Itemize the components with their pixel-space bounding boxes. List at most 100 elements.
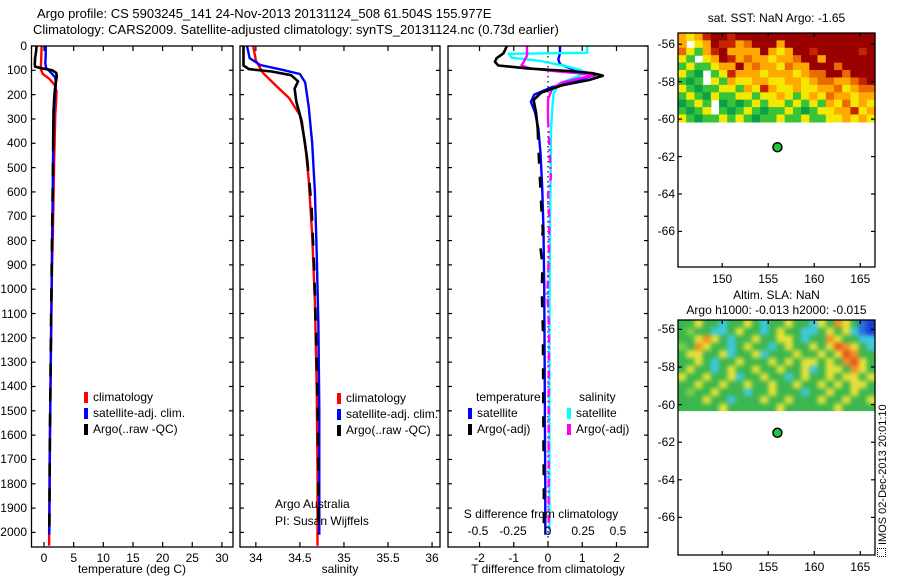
legend-label: Argo(-adj) xyxy=(477,421,531,436)
figure-title-line2: Climatology: CARS2009. Satellite-adjuste… xyxy=(33,22,559,37)
legend-title: temperature xyxy=(476,390,541,404)
sla-map-title-line2: Argo h1000: -0.013 h2000: -0.015 xyxy=(686,303,867,317)
depth-tick-label: 1600 xyxy=(0,428,27,443)
lon-tick-label: 150 xyxy=(712,272,733,286)
lat-tick-label: -64 xyxy=(657,186,675,201)
temperature_profile-axes-box xyxy=(30,45,234,548)
sst_map-axes-box xyxy=(677,32,876,268)
missing-glyph-box xyxy=(877,548,886,557)
depth-tick-label: 100 xyxy=(6,63,27,78)
legend-row-climatology: climatology xyxy=(84,389,185,405)
x-tick-label: -1 xyxy=(508,551,520,565)
temperature-legend: climatology satellite-adj. clim. Argo(..… xyxy=(84,389,185,437)
lat-tick-label: -60 xyxy=(657,112,675,127)
depth-tick-label: 0 xyxy=(20,39,27,53)
x-tick-label: 20 xyxy=(155,551,170,565)
x-tick-label: 5 xyxy=(70,551,77,565)
depth-tick-label: 800 xyxy=(6,233,27,248)
legend-label: satellite xyxy=(477,405,518,420)
s-axis-tick-label: 0 xyxy=(544,524,552,538)
imos-watermark: IMOS 02-Dec-2013 20:01:10 xyxy=(877,404,889,557)
x-tick-label: 30 xyxy=(215,551,229,565)
salinity_profile-axes-box xyxy=(239,45,441,548)
s-axis-tick-label: 0.25 xyxy=(571,524,595,538)
depth-tick-label: 1000 xyxy=(0,282,27,297)
depth-tick-label: 1700 xyxy=(0,452,27,467)
t_difference-series xyxy=(493,45,605,535)
depth-tick-label: 1500 xyxy=(0,403,27,418)
s-axis-tick-label: -0.25 xyxy=(499,524,527,538)
lat-tick-label: -62 xyxy=(657,435,675,450)
legend-row-s-satellite: satellite xyxy=(567,405,629,421)
satellite-clim-line-swatch xyxy=(337,408,341,420)
lat-tick-label: -66 xyxy=(657,224,675,239)
lon-tick-label: 165 xyxy=(850,272,871,286)
x-tick-label: 10 xyxy=(96,551,110,565)
salinity_profile-line xyxy=(242,46,309,159)
s-difference-axis-label: S difference from climatology xyxy=(463,507,619,521)
temperature-axis-label: temperature (deg C) xyxy=(77,562,187,576)
lon-tick-label: 165 xyxy=(850,560,871,574)
legend-row-climatology: climatology xyxy=(337,390,438,406)
x-tick-label: -2 xyxy=(474,551,485,565)
satellite-clim-line-swatch xyxy=(84,407,88,419)
depth-tick-label: 1200 xyxy=(0,330,27,345)
salinity_profile-line xyxy=(245,45,321,535)
depth-tick-label: 300 xyxy=(6,111,27,126)
temperature_profile-line xyxy=(48,138,55,534)
legend-row-argo: Argo(..raw -QC) xyxy=(337,422,438,438)
x-tick-label: 34 xyxy=(249,551,263,565)
legend-label: Argo(..raw -QC) xyxy=(93,421,178,436)
x-tick-label: 2 xyxy=(613,551,620,565)
t_difference-line xyxy=(529,46,597,535)
depth-tick-label: 1100 xyxy=(1,306,27,321)
legend-title: salinity xyxy=(579,390,616,404)
s-axis-tick-label: 0.5 xyxy=(609,524,627,538)
argo-float-marker xyxy=(772,141,783,153)
sla_map-grid xyxy=(678,320,875,412)
figure-title-line1: Argo profile: CS 5903245_141 24-Nov-2013… xyxy=(37,6,492,21)
legend-label: satellite-adj. clim. xyxy=(93,405,186,420)
x-tick-label: 36 xyxy=(425,551,439,565)
credit-pi: PI: Susan Wijffels xyxy=(275,514,369,528)
x-tick-label: 25 xyxy=(185,551,199,565)
lat-tick-label: -58 xyxy=(657,360,675,374)
t-argo-line-swatch xyxy=(468,423,472,435)
s-satellite-line-swatch xyxy=(567,407,571,419)
tdiff-axis-label: T difference from climatology xyxy=(471,562,625,576)
depth-tick-label: 1900 xyxy=(0,501,27,516)
lat-tick-label: -56 xyxy=(657,322,675,337)
legend-row-t-satellite: satellite xyxy=(468,405,541,421)
lat-tick-label: -56 xyxy=(657,37,675,52)
x-tick-label: 34.5 xyxy=(288,551,312,565)
depth-tick-label: 200 xyxy=(6,87,27,102)
legend-label: climatology xyxy=(346,390,407,405)
lat-tick-label: -62 xyxy=(657,149,675,164)
x-tick-label: 35.5 xyxy=(376,551,400,565)
t_difference-line xyxy=(493,45,605,129)
climatology-line-swatch xyxy=(337,392,341,404)
x-tick-label: 0 xyxy=(544,551,552,565)
legend-row-t-argo: Argo(-adj) xyxy=(468,421,541,437)
legend-row-satellite-clim: satellite-adj. clim. xyxy=(84,405,185,421)
depth-tick-label: 1300 xyxy=(0,355,27,370)
tdiff-salinity-legend: salinity satellite Argo(-adj) xyxy=(567,390,629,437)
sla_map-axes-box xyxy=(677,319,876,556)
salinity_profile-series xyxy=(242,45,321,546)
lon-tick-label: 160 xyxy=(804,272,825,286)
legend-label: Argo(-adj) xyxy=(576,421,630,436)
lon-tick-label: 155 xyxy=(758,272,779,286)
credit-argo-australia: Argo Australia xyxy=(275,497,350,511)
legend-label: climatology xyxy=(93,389,154,404)
tdiff-temperature-legend: temperature satellite Argo(-adj) xyxy=(468,390,541,437)
depth-tick-label: 600 xyxy=(6,184,27,199)
x-tick-label: 1 xyxy=(578,551,586,565)
x-tick-label: 0 xyxy=(40,551,48,565)
x-tick-label: 15 xyxy=(126,551,140,565)
salinity_profile-line xyxy=(252,45,319,546)
t-satellite-line-swatch xyxy=(468,407,472,419)
salinity-legend: climatology satellite-adj. clim. Argo(..… xyxy=(337,390,438,438)
lon-tick-label: 160 xyxy=(804,560,825,574)
x-tick-label: 35 xyxy=(337,551,351,565)
